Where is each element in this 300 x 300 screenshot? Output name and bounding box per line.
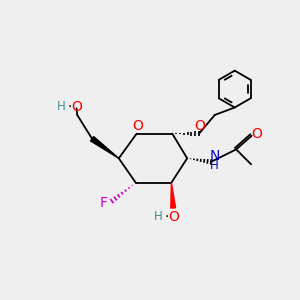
Text: O: O — [194, 119, 205, 133]
Polygon shape — [91, 136, 119, 158]
Text: O: O — [168, 210, 179, 224]
Text: O: O — [71, 100, 82, 114]
Text: ·: · — [164, 210, 169, 224]
Polygon shape — [171, 183, 176, 208]
Text: ·: · — [68, 100, 72, 114]
Text: H: H — [154, 210, 163, 224]
Text: H: H — [210, 159, 219, 172]
Text: O: O — [133, 119, 143, 133]
Text: O: O — [252, 127, 262, 141]
Text: H: H — [57, 100, 66, 113]
Text: F: F — [100, 196, 108, 210]
Text: N: N — [209, 149, 220, 163]
